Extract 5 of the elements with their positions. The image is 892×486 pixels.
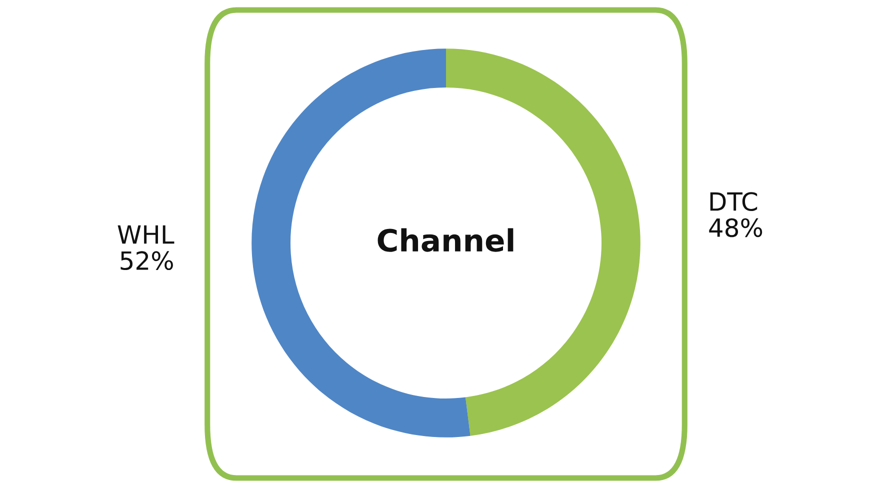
slice-label: DTC [710, 192, 758, 212]
data-label: 48% [709, 218, 762, 238]
slice-label: WHL [118, 225, 174, 244]
text: Channel [378, 228, 514, 252]
data-label: 52% [120, 251, 173, 270]
